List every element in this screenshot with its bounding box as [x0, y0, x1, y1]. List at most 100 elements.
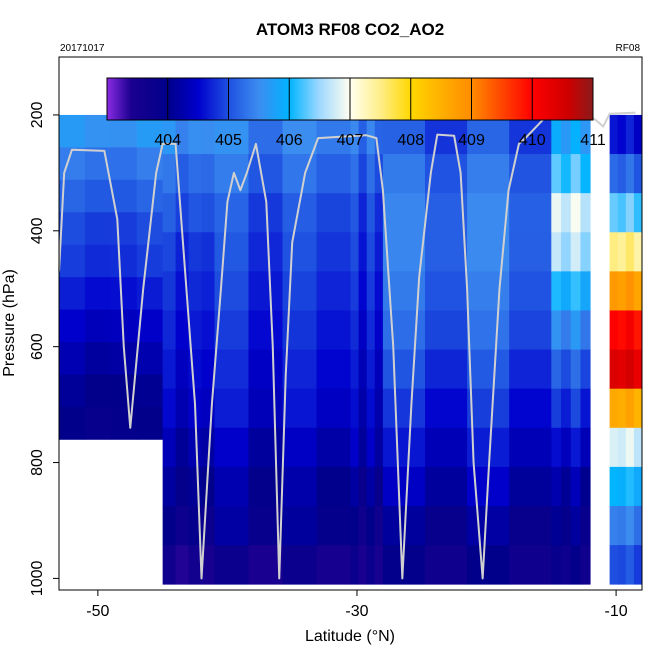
curtain-cell — [214, 545, 249, 585]
curtain-cell — [617, 349, 627, 390]
curtain-cell — [59, 374, 86, 408]
curtain-cell — [633, 154, 643, 194]
curtain-cell — [570, 427, 581, 468]
date-label: 20171017 — [60, 43, 105, 54]
curtain-cell — [551, 545, 562, 585]
curtain-cell — [214, 349, 249, 390]
curtain-cells — [59, 114, 643, 585]
y-tick-label: 400 — [29, 217, 46, 244]
curtain-cell — [382, 466, 426, 507]
curtain-cell — [580, 154, 591, 194]
colorbar-tick-label: 409 — [458, 132, 485, 149]
curtain-cell — [59, 309, 86, 343]
curtain-cell — [551, 427, 562, 468]
curtain-cell — [316, 427, 351, 468]
curtain-cell — [316, 271, 351, 311]
curtain-cell — [561, 114, 572, 155]
curtain-cell — [382, 114, 426, 155]
curtain-cell — [570, 232, 581, 272]
curtain-cell — [366, 505, 376, 546]
curtain-cell — [282, 388, 317, 429]
curtain-cell — [580, 114, 591, 155]
curtain-cell — [84, 309, 112, 343]
curtain-cell — [509, 193, 552, 233]
curtain-cell — [625, 466, 635, 507]
flight-track — [58, 111, 636, 580]
curtain-cell — [374, 545, 384, 585]
curtain-cell — [509, 271, 552, 311]
curtain-cell — [214, 114, 249, 155]
curtain-cell — [358, 271, 368, 311]
curtain-cell — [110, 406, 138, 440]
curtain-cell — [366, 232, 376, 272]
curtain-cell — [625, 505, 635, 546]
curtain-cell — [110, 277, 138, 310]
curtain-cell — [175, 310, 189, 350]
curtain-cell — [84, 212, 112, 246]
curtain-cell — [110, 244, 138, 278]
curtain-cell — [162, 545, 176, 585]
curtain-cell — [609, 427, 619, 468]
curtain-cell — [282, 154, 317, 194]
curtain-cell — [561, 271, 572, 311]
curtain-cell — [84, 277, 112, 310]
x-tick-label: -30 — [345, 603, 368, 620]
curtain-cell — [374, 114, 384, 155]
curtain-cell — [467, 545, 510, 585]
flight-label: RF08 — [616, 43, 641, 54]
curtain-cell — [617, 545, 627, 585]
curtain-cell — [467, 193, 510, 233]
curtain-cell — [609, 114, 619, 155]
curtain-cell — [551, 505, 562, 546]
curtain-cell — [374, 193, 384, 233]
curtain-cell — [570, 349, 581, 390]
curtain-cell — [350, 427, 359, 468]
curtain-cell — [110, 147, 138, 181]
curtain-cell — [509, 427, 552, 468]
curtain-cell — [175, 388, 189, 429]
curtain-cell — [316, 545, 351, 585]
curtain-cell — [467, 271, 510, 311]
curtain-cell — [366, 466, 376, 507]
curtain-cell — [162, 466, 176, 507]
curtain-cell — [570, 154, 581, 194]
curtain-cell — [316, 388, 351, 429]
curtain-cell — [282, 545, 317, 585]
curtain-cell — [551, 114, 562, 155]
curtain-cell — [374, 310, 384, 350]
curtain-cell — [282, 114, 317, 155]
curtain-cell — [136, 244, 164, 278]
curtain-cell — [316, 154, 351, 194]
curtain-cell — [374, 466, 384, 507]
curtain-cell — [59, 406, 86, 440]
curtain-cell — [316, 466, 351, 507]
curtain-cell — [282, 466, 317, 507]
curtain-cell — [617, 193, 627, 233]
curtain-cell — [509, 388, 552, 429]
curtain-cell — [424, 310, 468, 350]
curtain-cell — [366, 388, 376, 429]
curtain-cell — [424, 466, 468, 507]
curtain-cell — [625, 232, 635, 272]
curtain-cell — [551, 349, 562, 390]
x-tick-label: -10 — [605, 603, 628, 620]
curtain-cell — [350, 388, 359, 429]
curtain-cell — [580, 271, 591, 311]
curtain-cell — [84, 244, 112, 278]
curtain-cell — [633, 271, 643, 311]
curtain-cell — [316, 349, 351, 390]
curtain-cell — [382, 193, 426, 233]
curtain-cell — [561, 545, 572, 585]
curtain-cell — [551, 388, 562, 429]
curtain-cell — [570, 466, 581, 507]
curtain-cell — [59, 147, 86, 181]
curtain-cell — [617, 271, 627, 311]
curtain-cell — [188, 310, 202, 350]
curtain-cell — [282, 427, 317, 468]
curtain-cell — [424, 193, 468, 233]
curtain-cell — [188, 271, 202, 311]
curtain-cell — [580, 388, 591, 429]
curtain-cell — [609, 193, 619, 233]
curtain-cell — [316, 505, 351, 546]
